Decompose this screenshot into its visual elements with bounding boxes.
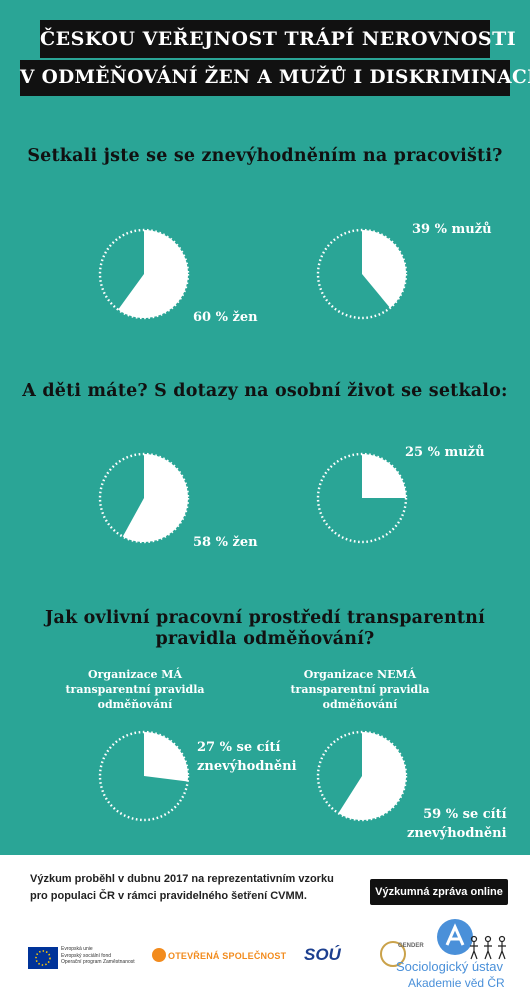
survey-note-line: pro populaci ČR v rámci pravidelného šet… bbox=[30, 890, 307, 902]
pie-label-line: znevýhodněni bbox=[407, 826, 507, 841]
eu-logo-line: Evropský sociální fond bbox=[61, 952, 112, 959]
org-no-rules-heading: Organizace NEMÁ transparentní pravidla o… bbox=[270, 667, 450, 712]
academy-logo: Akademie věd ČR bbox=[408, 976, 505, 990]
survey-note-line: Výzkum proběhl v dubnu 2017 na reprezent… bbox=[30, 873, 334, 885]
pie-label-line: znevýhodněni bbox=[197, 759, 297, 774]
pie-slice bbox=[122, 454, 188, 542]
pie-slice bbox=[362, 454, 406, 498]
eu-logo-line: Operační program Zaměstnanost bbox=[61, 959, 135, 965]
pie-slice bbox=[338, 732, 406, 820]
eu-logo-line: Evropská unie bbox=[61, 946, 93, 952]
title-line-1: ČESKOU VEŘEJNOST TRÁPÍ NEROVNOSTI bbox=[40, 20, 516, 58]
pie-label-women-private-questions: 58 % žen bbox=[193, 535, 258, 550]
org-has-rules-heading-line: odměňování bbox=[97, 698, 173, 711]
people-figures-icon bbox=[470, 935, 506, 960]
gender-logo: GENDER bbox=[398, 943, 424, 949]
org-has-rules-heading-line: transparentní pravidla bbox=[65, 683, 205, 696]
question-2: A děti máte? S dotazy na osobní život se… bbox=[22, 381, 508, 401]
pie-label-line: 59 % se cítí bbox=[423, 807, 507, 822]
pie-label-line: 27 % se cítí bbox=[197, 740, 281, 755]
pie-label-men-disadvantage: 39 % mužů bbox=[412, 222, 492, 237]
infographic-background: ČESKOU VEŘEJNOST TRÁPÍ NEROVNOSTI V ODMĚ… bbox=[0, 0, 530, 855]
pie-chart-org-with-rules bbox=[98, 730, 190, 822]
org-no-rules-heading-line: transparentní pravidla bbox=[290, 683, 430, 696]
sou-logo: SOÚ bbox=[304, 945, 341, 964]
pie-label-org-without-rules: 59 % se cítí znevýhodněni bbox=[407, 805, 507, 843]
open-society-logo: OTEVŘENÁ SPOLEČNOST bbox=[168, 951, 287, 961]
survey-note: Výzkum proběhl v dubnu 2017 na reprezent… bbox=[30, 871, 360, 905]
pie-chart-women-disadvantage bbox=[98, 228, 190, 320]
pie-label-men-private-questions: 25 % mužů bbox=[405, 445, 485, 460]
pie-slice bbox=[362, 230, 407, 308]
pie-chart-women-private-questions bbox=[98, 452, 190, 544]
org-no-rules-heading-line: odměňování bbox=[322, 698, 398, 711]
academy-emblem-icon bbox=[437, 919, 473, 955]
org-no-rules-heading-line: Organizace NEMÁ bbox=[303, 668, 417, 681]
sociology-institute-logo: Sociologický ústav bbox=[396, 959, 503, 974]
eu-stars-icon bbox=[35, 950, 51, 966]
org-has-rules-heading-line: Organizace MÁ bbox=[88, 668, 182, 681]
pie-slice bbox=[144, 732, 188, 782]
title-line-2: V ODMĚŇOVÁNÍ ŽEN A MUŽŮ I DISKRIMINACE bbox=[20, 60, 530, 96]
question-1: Setkali jste se se znevýhodněním na prac… bbox=[27, 146, 503, 166]
gender-icon bbox=[380, 941, 406, 967]
eu-flag-icon bbox=[28, 947, 58, 969]
open-society-icon bbox=[152, 948, 166, 962]
question-3-line-1: Jak ovlivní pracovní prostředí transpare… bbox=[45, 608, 485, 628]
pie-chart-men-private-questions bbox=[316, 452, 408, 544]
eu-logo-text: Evropská unie Evropský sociální fond Ope… bbox=[61, 946, 135, 966]
pie-slice bbox=[118, 230, 188, 318]
pie-chart-org-without-rules bbox=[316, 730, 408, 822]
pie-chart-men-disadvantage bbox=[316, 228, 408, 320]
research-report-button[interactable]: Výzkumná zpráva online bbox=[370, 879, 508, 905]
pie-label-women-disadvantage: 60 % žen bbox=[193, 310, 258, 325]
question-3-line-2: pravidla odměňování? bbox=[155, 629, 375, 649]
footer: Výzkum proběhl v dubnu 2017 na reprezent… bbox=[0, 855, 530, 1000]
pie-label-org-with-rules: 27 % se cítí znevýhodněni bbox=[197, 738, 297, 776]
org-has-rules-heading: Organizace MÁ transparentní pravidla odm… bbox=[45, 667, 225, 712]
